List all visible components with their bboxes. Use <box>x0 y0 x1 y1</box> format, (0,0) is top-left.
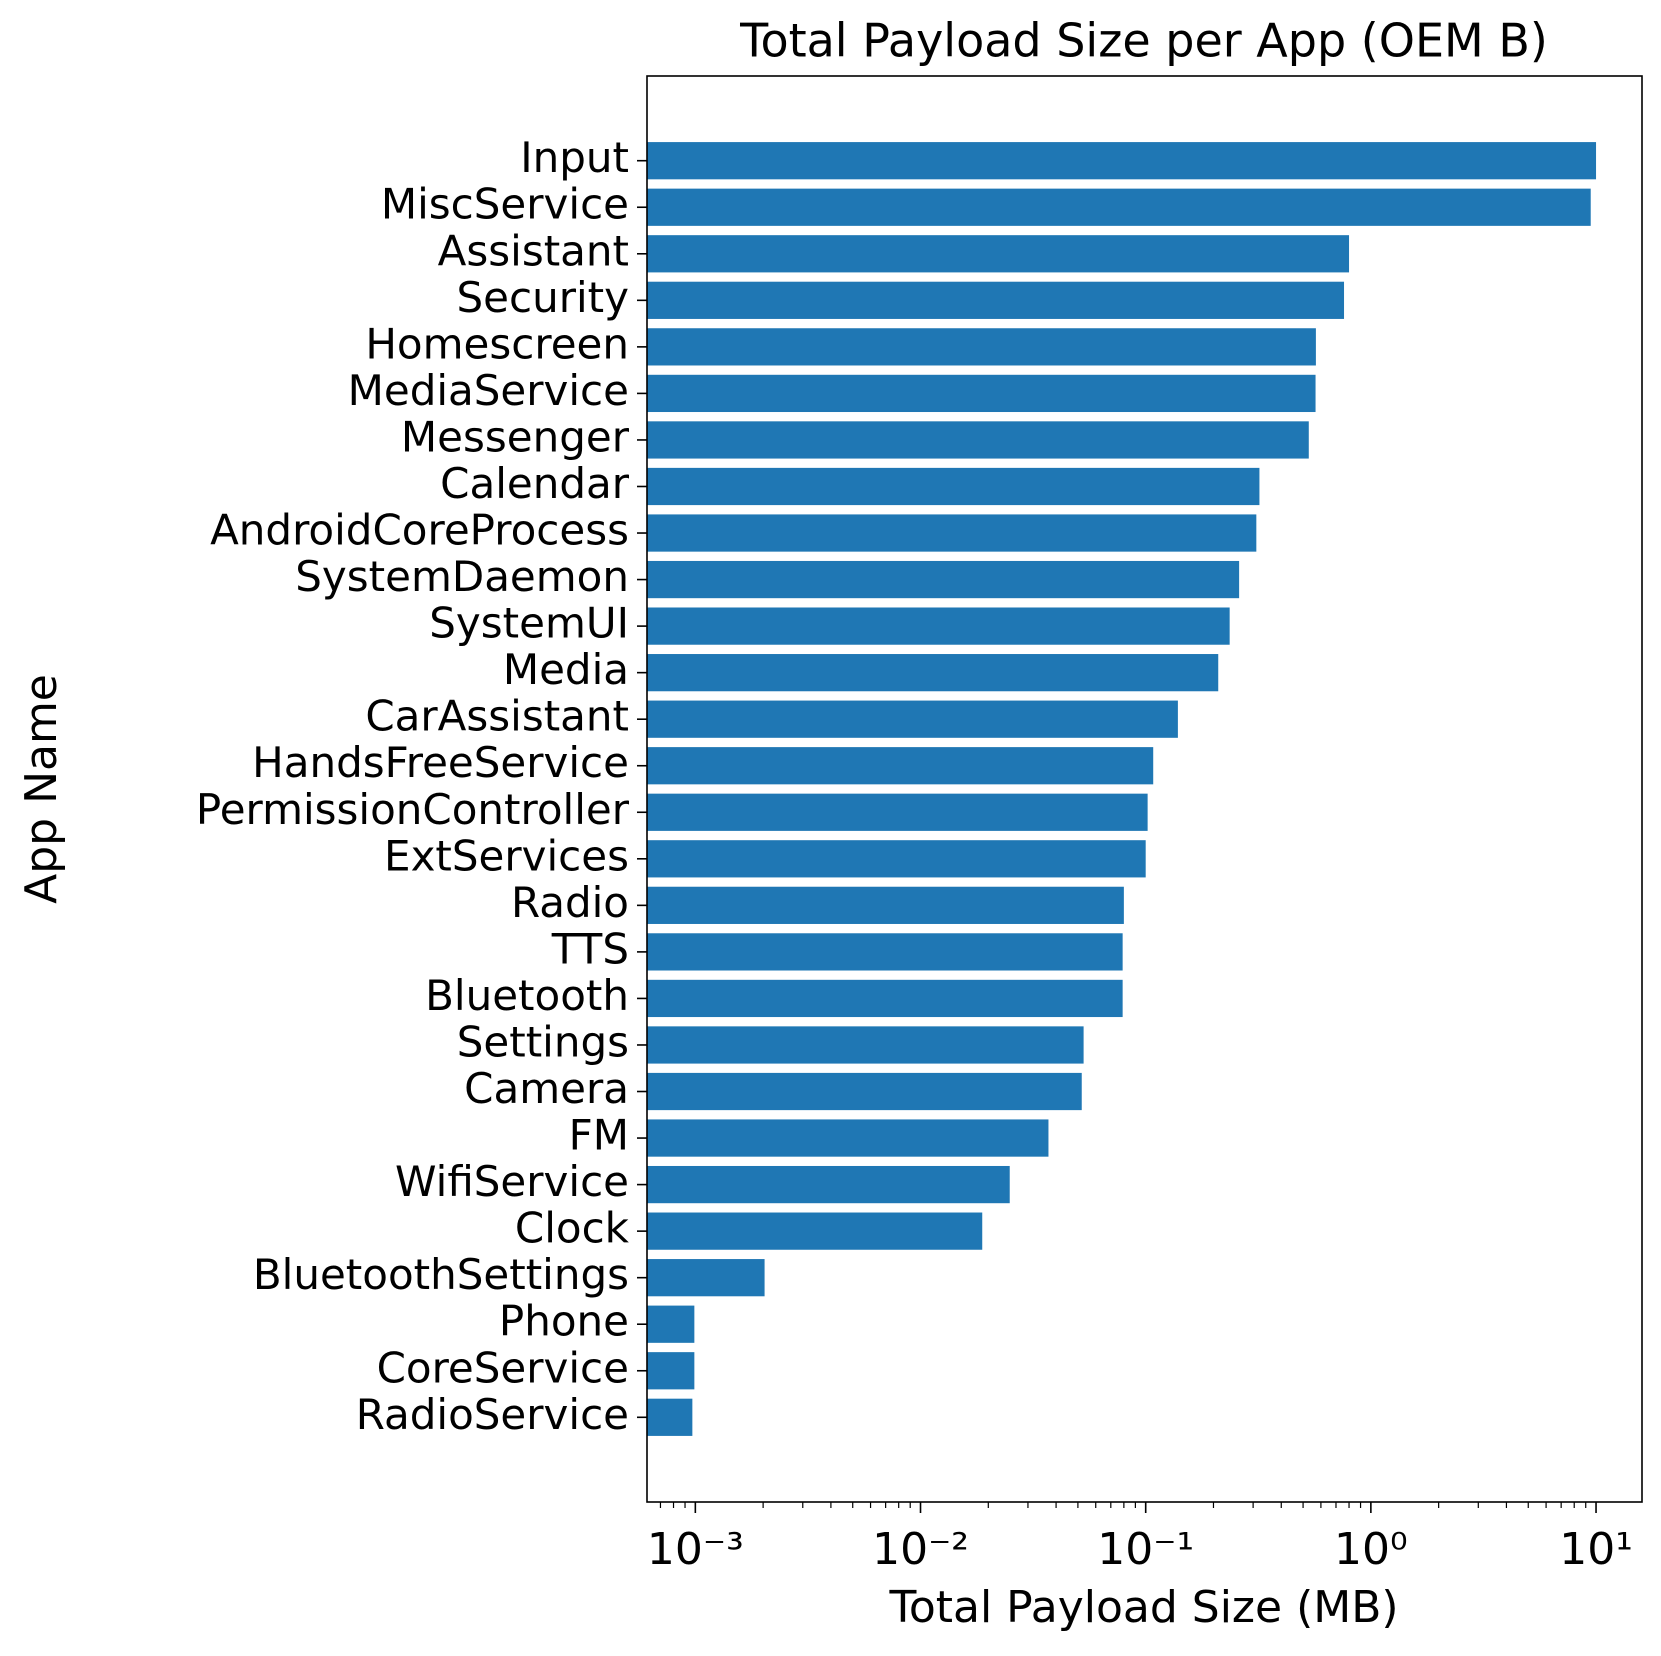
bar <box>647 1305 695 1343</box>
bar <box>647 514 1257 552</box>
y-tick-label: Calendar <box>440 459 630 508</box>
y-tick-label: PermissionController <box>196 785 630 834</box>
bar <box>647 654 1219 692</box>
y-tick-label: Radio <box>511 878 629 927</box>
x-tick-label: 10⁻¹ <box>1097 1524 1194 1575</box>
y-tick-label: AndroidCoreProcess <box>210 506 629 555</box>
bar <box>647 1165 1010 1204</box>
bar <box>647 607 1230 645</box>
bar <box>647 840 1146 878</box>
y-tick-label: CarAssistant <box>365 692 629 741</box>
bar <box>647 1212 983 1250</box>
y-axis-label: App Name <box>16 674 67 904</box>
bar <box>647 1259 765 1297</box>
bar <box>647 467 1260 506</box>
bar <box>647 235 1350 273</box>
bar <box>647 1072 1082 1111</box>
x-tick-label: 10⁰ <box>1334 1524 1408 1575</box>
y-tick-label: RadioService <box>356 1390 629 1439</box>
bar <box>647 979 1123 1018</box>
y-tick-label: Camera <box>464 1064 629 1113</box>
y-tick-label: CoreService <box>377 1343 629 1392</box>
y-tick-label: MiscService <box>381 180 629 229</box>
bar <box>647 421 1309 459</box>
bar <box>647 1026 1084 1064</box>
y-tick-label: SystemDaemon <box>295 552 629 601</box>
bar <box>647 1119 1049 1157</box>
y-tick-label: SystemUI <box>429 599 629 648</box>
y-tick-label: Bluetooth <box>425 971 629 1020</box>
y-tick-label: Assistant <box>438 226 629 275</box>
bar <box>647 142 1597 180</box>
y-tick-label: Clock <box>515 1204 630 1253</box>
plot-frame <box>646 75 1643 1503</box>
y-tick-label: WifiService <box>395 1157 629 1206</box>
bar <box>647 560 1240 599</box>
bar <box>647 793 1148 831</box>
bar <box>647 188 1591 226</box>
y-tick-label: FM <box>569 1111 629 1160</box>
bar <box>647 700 1178 738</box>
bar <box>647 1398 693 1436</box>
y-tick-label: BluetoothSettings <box>253 1250 629 1299</box>
y-tick-label: Settings <box>457 1017 629 1066</box>
bar <box>647 886 1124 924</box>
y-tick-label: Homescreen <box>365 319 629 368</box>
y-tick-label: TTS <box>551 924 629 973</box>
bar <box>647 747 1154 785</box>
chart-title: Total Payload Size per App (OEM B) <box>739 14 1548 68</box>
y-tick-label: Messenger <box>401 412 630 461</box>
x-axis-label: Total Payload Size (MB) <box>888 1582 1398 1633</box>
y-tick-label: Security <box>457 273 629 322</box>
y-tick-label: HandsFreeService <box>252 738 629 787</box>
x-tick-label: 10⁻² <box>872 1524 969 1575</box>
bar <box>647 933 1123 971</box>
bar <box>647 281 1345 319</box>
x-tick-label: 10¹ <box>1559 1524 1633 1575</box>
y-tick-label: Phone <box>499 1297 629 1346</box>
bar <box>647 1352 695 1390</box>
bar <box>647 328 1316 366</box>
y-tick-label: Media <box>503 645 629 694</box>
y-tick-label: ExtServices <box>384 831 629 880</box>
y-tick-label: MediaService <box>348 366 629 415</box>
y-tick-label: Input <box>520 133 629 182</box>
bar <box>647 374 1316 413</box>
x-tick-label: 10⁻³ <box>647 1524 744 1575</box>
